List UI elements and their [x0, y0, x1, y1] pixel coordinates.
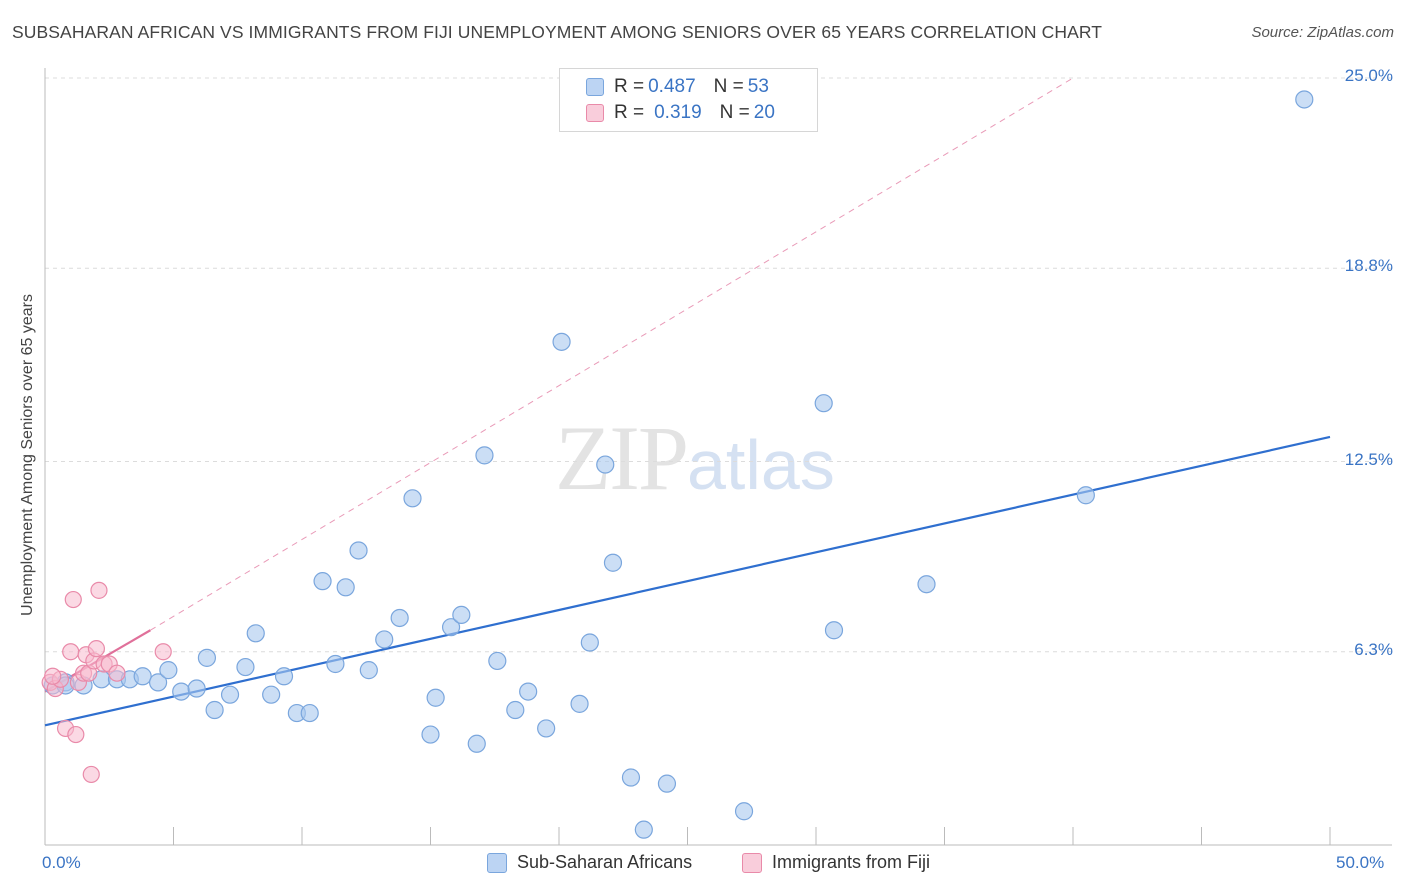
point-sub-saharan-12[interactable] — [205, 700, 224, 720]
point-sub-saharan-25[interactable] — [375, 630, 394, 649]
trendline-2 — [150, 77, 1074, 631]
series-fiji-points — [41, 581, 172, 784]
point-sub-saharan-44[interactable] — [634, 820, 653, 839]
point-sub-saharan-41[interactable] — [596, 455, 615, 474]
point-sub-saharan-19[interactable] — [300, 703, 319, 723]
legend-label-fiji: Immigrants from Fiji — [772, 852, 931, 872]
point-sub-saharan-26[interactable] — [390, 608, 409, 628]
trend-lines — [44, 77, 1331, 727]
axes — [44, 68, 1392, 846]
point-sub-saharan-10[interactable] — [187, 679, 206, 698]
point-sub-saharan-24[interactable] — [359, 661, 378, 680]
y-tick-label-2: 18.8% — [1344, 256, 1393, 276]
point-sub-saharan-31[interactable] — [452, 605, 471, 625]
y-tick-label-1: 12.5% — [1344, 449, 1393, 469]
point-sub-saharan-22[interactable] — [336, 578, 355, 597]
x-tick-label-max: 50.0% — [1336, 853, 1385, 872]
point-sub-saharan-47[interactable] — [814, 394, 833, 413]
point-sub-saharan-23[interactable] — [349, 541, 368, 560]
legend-swatch-sub-saharan — [487, 852, 507, 873]
watermark-zip: ZIP — [555, 407, 689, 509]
point-sub-saharan-43[interactable] — [621, 768, 641, 787]
legend-r-value: 0.319 — [654, 102, 702, 123]
point-sub-saharan-48[interactable] — [824, 621, 844, 640]
point-fiji-5[interactable] — [64, 590, 82, 609]
point-sub-saharan-15[interactable] — [246, 624, 265, 643]
legend-r-label: R = — [614, 76, 645, 97]
point-sub-saharan-51[interactable] — [1295, 90, 1314, 109]
point-sub-saharan-35[interactable] — [506, 700, 525, 720]
legend-swatch-fiji — [742, 852, 762, 873]
point-sub-saharan-7[interactable] — [148, 673, 168, 692]
source-label: Source: ZipAtlas.com — [1251, 24, 1394, 41]
legend-swatch-blue — [586, 78, 604, 96]
point-sub-saharan-37[interactable] — [537, 719, 556, 738]
point-sub-saharan-33[interactable] — [475, 446, 494, 465]
point-sub-saharan-9[interactable] — [172, 682, 191, 701]
point-sub-saharan-14[interactable] — [236, 657, 255, 677]
grid-lines — [45, 77, 1392, 653]
legend-n-value: 53 — [747, 76, 769, 97]
legend-n-label: N = — [713, 76, 744, 97]
point-fiji-11[interactable] — [82, 765, 100, 784]
series-legend: Sub-Saharan Africans Immigrants from Fij… — [0, 852, 1406, 876]
point-fiji-17[interactable] — [108, 664, 126, 682]
point-sub-saharan-21[interactable] — [326, 654, 345, 674]
legend-row-pink: R = 0.319 N = 20 — [586, 101, 775, 125]
legend-r-label: R = — [614, 102, 645, 123]
legend-row-blue: R = 0.487 N = 53 — [586, 75, 769, 99]
point-sub-saharan-6[interactable] — [133, 667, 152, 686]
point-sub-saharan-8[interactable] — [159, 661, 178, 680]
legend-swatch-pink — [586, 104, 604, 122]
point-sub-saharan-29[interactable] — [426, 688, 445, 707]
legend-item-sub-saharan[interactable]: Sub-Saharan Africans — [487, 852, 692, 873]
point-fiji-14[interactable] — [90, 581, 108, 599]
point-sub-saharan-42[interactable] — [603, 553, 623, 572]
watermark-atlas: atlas — [687, 426, 835, 504]
series-sub-saharan-points — [43, 90, 1314, 839]
point-sub-saharan-11[interactable] — [197, 648, 217, 667]
point-sub-saharan-20[interactable] — [313, 572, 332, 591]
point-sub-saharan-38[interactable] — [552, 332, 571, 351]
point-sub-saharan-50[interactable] — [1076, 486, 1095, 505]
y-tick-label-0: 6.3% — [1354, 639, 1393, 659]
point-sub-saharan-27[interactable] — [403, 489, 422, 508]
correlation-legend: R = 0.487 N = 53 R = 0.319 N = 20 — [559, 68, 818, 132]
trendline-0 — [44, 435, 1331, 727]
point-sub-saharan-46[interactable] — [734, 802, 754, 821]
legend-label-sub-saharan: Sub-Saharan Africans — [517, 852, 693, 872]
point-fiji-13[interactable] — [87, 640, 106, 658]
point-sub-saharan-13[interactable] — [220, 685, 240, 704]
legend-n-label: N = — [719, 102, 750, 123]
point-sub-saharan-45[interactable] — [657, 774, 677, 793]
legend-r-value: 0.487 — [648, 76, 696, 97]
legend-n-value: 20 — [753, 102, 775, 123]
legend-item-fiji[interactable]: Immigrants from Fiji — [742, 852, 930, 873]
point-sub-saharan-28[interactable] — [421, 725, 440, 744]
x-tick-label-min: 0.0% — [42, 853, 81, 872]
chart-title: SUBSAHARAN AFRICAN VS IMMIGRANTS FROM FI… — [12, 22, 1103, 42]
watermark: ZIPatlas — [555, 405, 835, 511]
point-sub-saharan-16[interactable] — [262, 685, 281, 704]
point-fiji-19[interactable] — [44, 667, 62, 685]
point-sub-saharan-39[interactable] — [570, 694, 589, 713]
point-sub-saharan-32[interactable] — [467, 734, 486, 753]
point-fiji-6[interactable] — [67, 725, 85, 744]
point-sub-saharan-40[interactable] — [580, 633, 599, 652]
point-sub-saharan-49[interactable] — [917, 575, 936, 594]
point-fiji-18[interactable] — [154, 643, 172, 661]
point-sub-saharan-17[interactable] — [274, 667, 294, 686]
point-sub-saharan-36[interactable] — [519, 682, 538, 701]
point-fiji-4[interactable] — [62, 643, 80, 661]
point-sub-saharan-34[interactable] — [488, 651, 507, 671]
y-tick-label-3: 25.0% — [1344, 66, 1393, 85]
point-sub-saharan-30[interactable] — [441, 618, 461, 637]
